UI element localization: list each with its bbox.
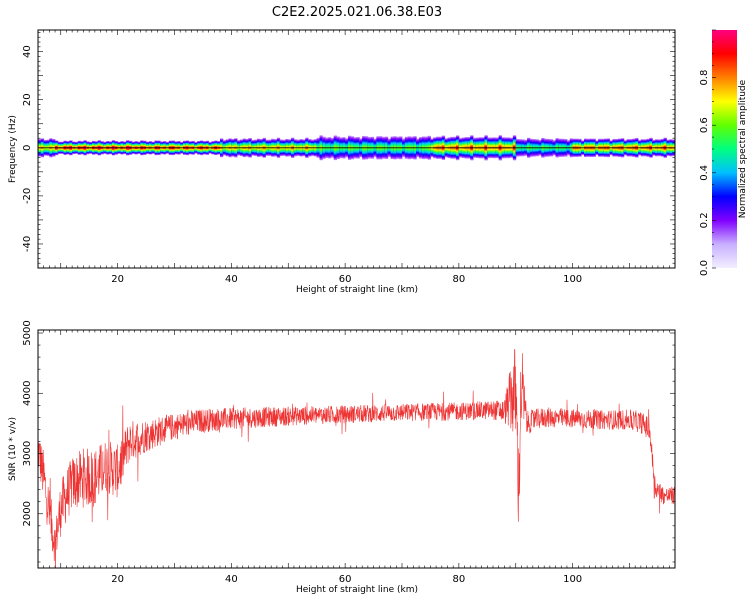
spectrogram-x-tick-label: 60 [339, 274, 352, 285]
colorbar-tick-label: 0.4 [699, 165, 710, 181]
spectrogram-y-tick-label: 0 [22, 145, 33, 151]
snr-y-ticks: 2000 3000 4000 5000 [22, 320, 675, 563]
colorbar-ticks: 0.0 0.2 0.4 0.6 0.8 [699, 29, 716, 276]
snr-x-label: Height of straight line (km) [296, 585, 418, 595]
snr-y-tick-label: 5000 [22, 320, 33, 345]
colorbar-tick-label: 0.2 [699, 212, 710, 228]
spectrogram-panel: 20 40 60 80 100 -40 -20 0 20 40 Height of straig… [8, 29, 676, 295]
snr-x-ticks: 20 40 60 80 100 [37, 330, 676, 585]
spectrogram-x-tick-label: 80 [453, 274, 466, 285]
snr-panel: 20 40 60 80 100 2000 3000 4000 5000 Height of s… [8, 320, 676, 595]
snr-y-tick-label: 3000 [22, 441, 33, 466]
snr-y-tick-label: 4000 [22, 381, 33, 406]
spectrogram-y-label: Frequency (Hz) [8, 115, 18, 183]
snr-x-tick-label: 100 [563, 574, 582, 585]
colorbar-gradient [712, 30, 737, 268]
snr-y-label: SNR (10 * v/v) [8, 417, 18, 481]
snr-x-tick-label: 40 [225, 574, 238, 585]
spectrogram-x-label: Height of straight line (km) [296, 285, 418, 295]
colorbar: 0.0 0.2 0.4 0.6 0.8 Normalized spectral ampl… [699, 29, 748, 276]
colorbar-tick-label: 0.0 [699, 260, 710, 276]
spectrogram-y-tick-label: -20 [22, 188, 33, 204]
snr-series-line [38, 348, 675, 568]
spectrogram-x-tick-label: 40 [225, 274, 238, 285]
colorbar-tick-label: 0.6 [699, 117, 710, 133]
colorbar-label: Normalized spectral amplitude [738, 79, 748, 218]
spectrogram-band [38, 135, 675, 161]
spectrogram-x-ticks: 20 40 60 80 100 [37, 30, 676, 285]
figure-title: C2E2.2025.021.06.38.E03 [272, 5, 442, 20]
snr-y-tick-label: 2000 [22, 501, 33, 526]
snr-x-tick-label: 80 [453, 574, 466, 585]
spectrogram-y-tick-label: -40 [22, 236, 33, 252]
spectrogram-x-tick-label: 100 [563, 274, 582, 285]
spectrogram-y-tick-label: 40 [22, 45, 33, 58]
spectrogram-x-tick-label: 20 [111, 274, 124, 285]
snr-x-tick-label: 20 [111, 574, 124, 585]
colorbar-tick-label: 0.8 [699, 70, 710, 86]
spectrogram-y-tick-label: 20 [22, 93, 33, 106]
spectrogram-y-ticks: -40 -20 0 20 40 [22, 32, 675, 269]
snr-x-tick-label: 60 [339, 574, 352, 585]
